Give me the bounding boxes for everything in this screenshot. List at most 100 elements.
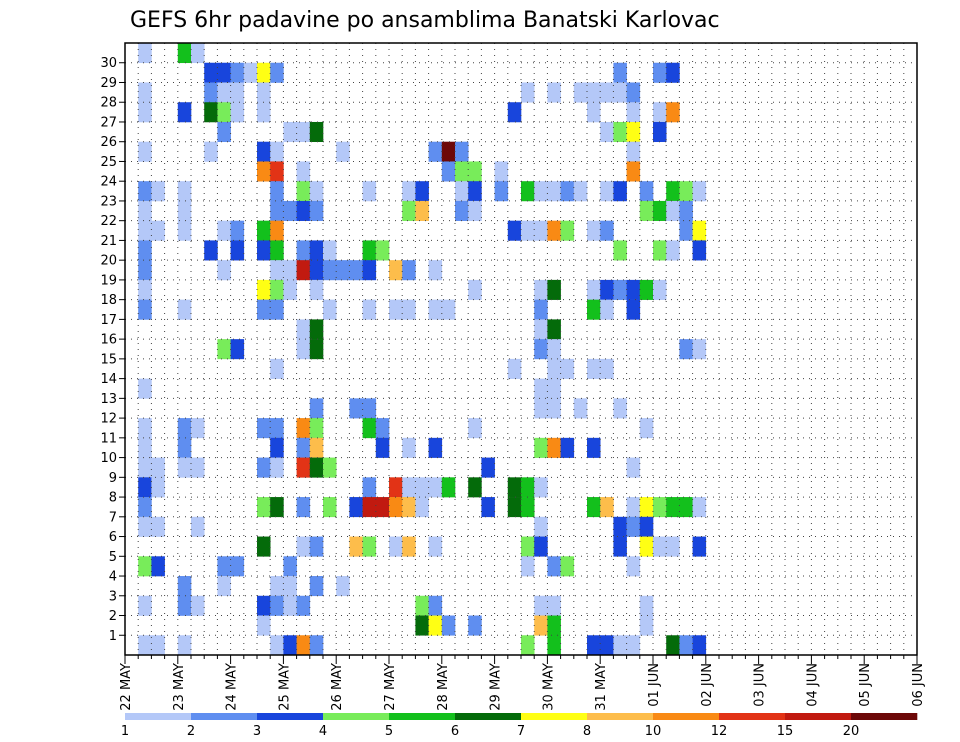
heatmap-cell	[270, 497, 284, 518]
heatmap-cell	[402, 181, 416, 202]
heatmap-cell	[177, 181, 192, 202]
heatmap-cell	[468, 477, 482, 498]
heatmap-cell	[177, 43, 192, 64]
heatmap-cell	[494, 181, 509, 202]
heatmap-cell	[692, 497, 707, 518]
legend-label: 6	[451, 724, 459, 739]
heatmap-cell	[309, 319, 324, 340]
heatmap-cell	[639, 200, 654, 221]
heatmap-cell	[309, 635, 324, 656]
legend-label: 5	[385, 724, 393, 739]
heatmap-cell	[613, 82, 627, 103]
heatmap-cell	[270, 457, 284, 478]
heatmap-cell	[270, 595, 284, 616]
heatmap-cell	[138, 635, 152, 656]
legend-swatch	[587, 713, 654, 720]
heatmap-cell	[217, 102, 231, 123]
heatmap-cell	[547, 398, 561, 419]
heatmap-cell	[177, 200, 192, 221]
y-tick-label: 11	[100, 431, 117, 446]
heatmap-cell	[309, 260, 324, 281]
y-tick-label: 30	[100, 56, 117, 71]
heatmap-cell	[204, 102, 218, 123]
heatmap-cell	[389, 536, 403, 557]
heatmap-cell	[217, 339, 231, 360]
y-tick-label: 5	[109, 550, 117, 565]
heatmap-cell	[547, 319, 561, 340]
heatmap-cell	[692, 220, 707, 241]
heatmap-cell	[455, 181, 469, 202]
heatmap-cell	[217, 260, 231, 281]
heatmap-cell	[323, 260, 337, 281]
heatmap-cell	[283, 595, 297, 616]
heatmap-cell	[349, 536, 363, 557]
heatmap-cell	[692, 536, 707, 557]
heatmap-cell	[679, 635, 693, 656]
heatmap-cell	[666, 635, 680, 656]
heatmap-cell	[626, 279, 641, 300]
heatmap-cell	[507, 477, 522, 498]
heatmap-cell	[441, 615, 456, 636]
heatmap-cell	[270, 299, 284, 320]
heatmap-cell	[626, 121, 641, 143]
heatmap-cell	[177, 595, 192, 616]
heatmap-cell	[534, 279, 548, 300]
heatmap-cell	[177, 437, 192, 458]
x-tick-label: 26 MAY	[330, 663, 345, 711]
heatmap-cell	[547, 595, 561, 616]
heatmap-cell	[323, 299, 337, 320]
heatmap-cell	[679, 181, 693, 202]
heatmap-cell	[138, 141, 152, 162]
x-tick-label: 03 JUN	[753, 663, 768, 707]
y-tick-label: 6	[109, 530, 117, 545]
legend-swatch	[785, 713, 852, 720]
heatmap-cell	[296, 240, 311, 261]
legend-label: 20	[843, 724, 860, 739]
heatmap-cell	[217, 220, 231, 241]
heatmap-cell	[534, 319, 548, 340]
legend-label: 8	[583, 724, 591, 739]
heatmap-cell	[362, 181, 377, 202]
heatmap-cell	[177, 418, 192, 439]
heatmap-cell	[402, 497, 416, 518]
legend-swatch	[653, 713, 720, 720]
heatmap-cell	[204, 62, 218, 83]
heatmap-cell	[138, 279, 152, 300]
y-tick-label: 10	[100, 451, 117, 466]
heatmap-cell	[151, 181, 165, 202]
heatmap-cell	[692, 240, 707, 261]
heatmap-cell	[270, 200, 284, 221]
heatmap-cell	[600, 358, 614, 379]
heatmap-cell	[138, 477, 152, 498]
heatmap-cell	[666, 200, 680, 221]
heatmap-cell	[653, 62, 667, 83]
legend-swatch	[323, 713, 390, 720]
heatmap-cell	[547, 339, 561, 360]
heatmap-cell	[455, 200, 469, 221]
heatmap-cell	[257, 457, 271, 478]
heatmap-cell	[481, 497, 495, 518]
heatmap-cell	[375, 497, 390, 518]
heatmap-cell	[547, 82, 561, 103]
heatmap-cell	[151, 457, 165, 478]
y-tick-label: 14	[100, 372, 117, 387]
heatmap-cell	[639, 516, 654, 537]
heatmap-cell	[362, 240, 377, 261]
y-tick-label: 19	[100, 273, 117, 288]
heatmap-cell	[494, 161, 509, 182]
heatmap-cell	[283, 200, 297, 221]
heatmap-cell	[323, 457, 337, 478]
heatmap-cell	[587, 358, 601, 379]
heatmap-cell	[653, 240, 667, 261]
heatmap-cell	[521, 497, 535, 518]
heatmap-cell	[138, 102, 152, 123]
heatmap-cell	[613, 536, 627, 557]
heatmap-cell	[230, 556, 245, 577]
heatmap-cell	[230, 82, 245, 103]
y-tick-label: 12	[100, 412, 117, 427]
legend-label: 4	[319, 724, 327, 739]
heatmap-cell	[309, 121, 324, 143]
heatmap-cell	[177, 299, 192, 320]
heatmap-cell	[204, 141, 218, 162]
